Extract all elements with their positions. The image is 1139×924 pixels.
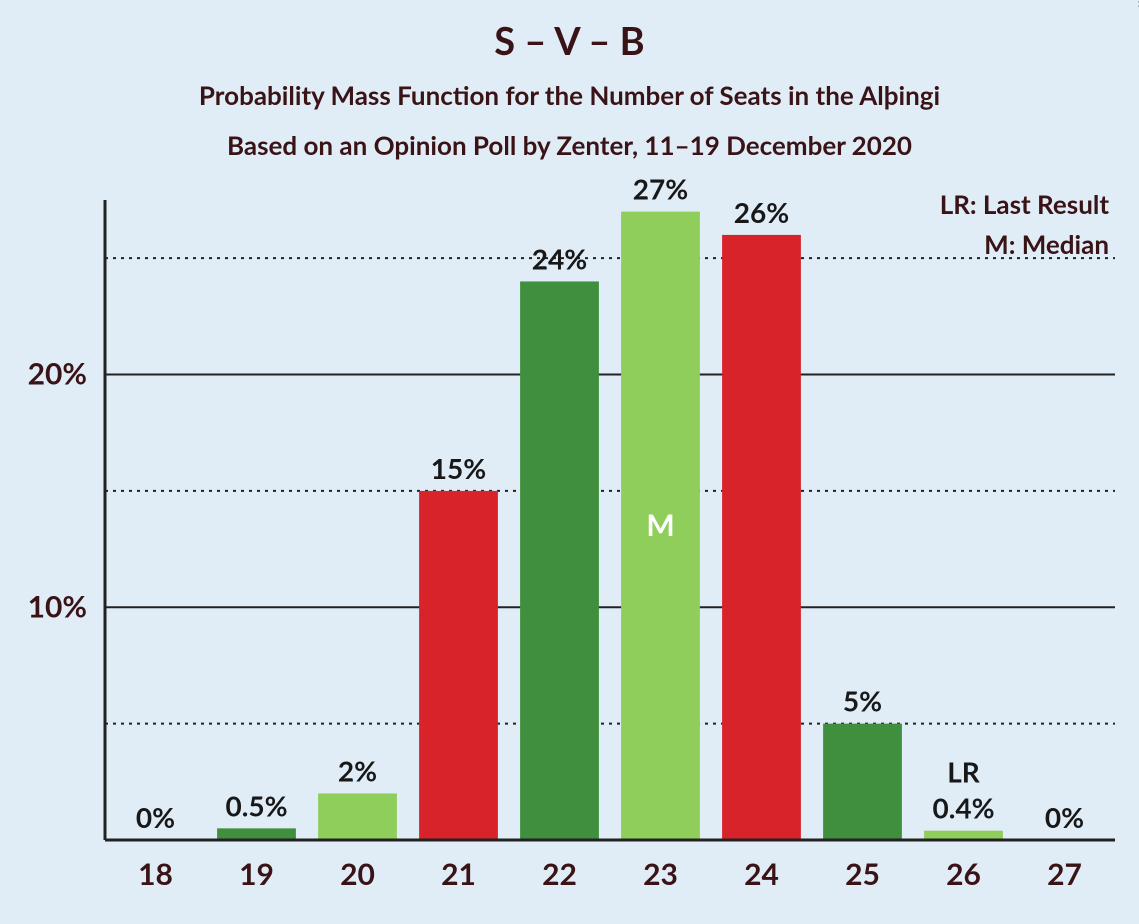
bar-above-text: LR: [947, 755, 981, 789]
y-tick-label: 10%: [28, 588, 87, 624]
bar-value-label: 0.5%: [225, 788, 287, 822]
chart-subtitle-1: Probability Mass Function for the Number…: [199, 79, 940, 111]
x-tick-label: 23: [643, 856, 678, 892]
bar-value-label: 0%: [136, 800, 175, 834]
x-tick-label: 19: [239, 856, 274, 892]
x-tick-label: 25: [845, 856, 880, 892]
x-tick-label: 21: [441, 856, 476, 892]
bar: [419, 491, 498, 840]
chart-subtitle-2: Based on an Opinion Poll by Zenter, 11–1…: [227, 129, 912, 161]
bar-value-label: 0.4%: [932, 791, 994, 825]
bar-value-label: 0%: [1045, 800, 1084, 834]
bar: [217, 828, 296, 840]
bar: [318, 793, 397, 840]
chart-container: S – V – B Probability Mass Function for t…: [0, 0, 1139, 924]
x-tick-label: 22: [542, 856, 577, 892]
bar-value-label: 24%: [532, 241, 587, 275]
y-tick-label: 20%: [28, 356, 87, 392]
x-tick-label: 20: [340, 856, 375, 892]
legend-lr: LR: Last Result: [940, 188, 1110, 220]
x-tick-label: 27: [1047, 856, 1082, 892]
copyright-text: © 2020 Filip van Laenen: [1135, 0, 1139, 8]
bar-value-label: 26%: [734, 195, 789, 229]
x-tick-label: 18: [138, 856, 173, 892]
bar-value-label: 2%: [338, 753, 377, 787]
bar-median-marker: M: [646, 507, 674, 543]
bar-value-label: 5%: [843, 684, 882, 718]
pmf-bar-chart: S – V – B Probability Mass Function for t…: [0, 0, 1139, 924]
legend-m: M: Median: [984, 228, 1109, 260]
bar-value-label: 15%: [431, 451, 486, 485]
x-tick-label: 24: [744, 856, 779, 892]
bar: [722, 235, 801, 840]
chart-title-main: S – V – B: [494, 18, 644, 64]
bar: [823, 724, 902, 840]
x-tick-label: 26: [946, 856, 981, 892]
bar-value-label: 27%: [633, 172, 688, 206]
bar: [520, 281, 599, 840]
